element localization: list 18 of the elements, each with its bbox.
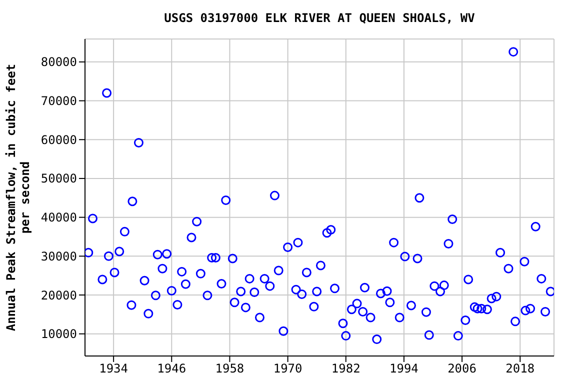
y-tick-label: 60000 (40, 132, 77, 147)
y-tick-label: 10000 (40, 327, 77, 342)
y-tick-label: 20000 (40, 288, 77, 302)
x-tick-label: 1958 (215, 362, 244, 376)
x-tick-label: 1970 (273, 362, 302, 376)
y-axis-title: Annual Peak Streamflow, in cubic feet per second (4, 64, 32, 332)
x-tick-label: 1982 (331, 362, 360, 376)
x-tick-label: 1994 (390, 362, 418, 376)
y-tick-label: 70000 (40, 94, 77, 108)
chart-title: USGS 03197000 ELK RIVER AT QUEEN SHOALS, WV (164, 11, 475, 25)
y-tick-label: 50000 (40, 172, 77, 186)
y-tick-label: 40000 (40, 210, 77, 225)
y-tick-label: 80000 (40, 55, 77, 70)
x-tick-label: 2018 (506, 362, 535, 376)
y-tick-label: 30000 (40, 249, 77, 264)
x-tick-label: 2006 (448, 362, 476, 376)
x-tick-label: 1934 (99, 362, 128, 376)
x-tick-label: 1946 (157, 362, 186, 376)
